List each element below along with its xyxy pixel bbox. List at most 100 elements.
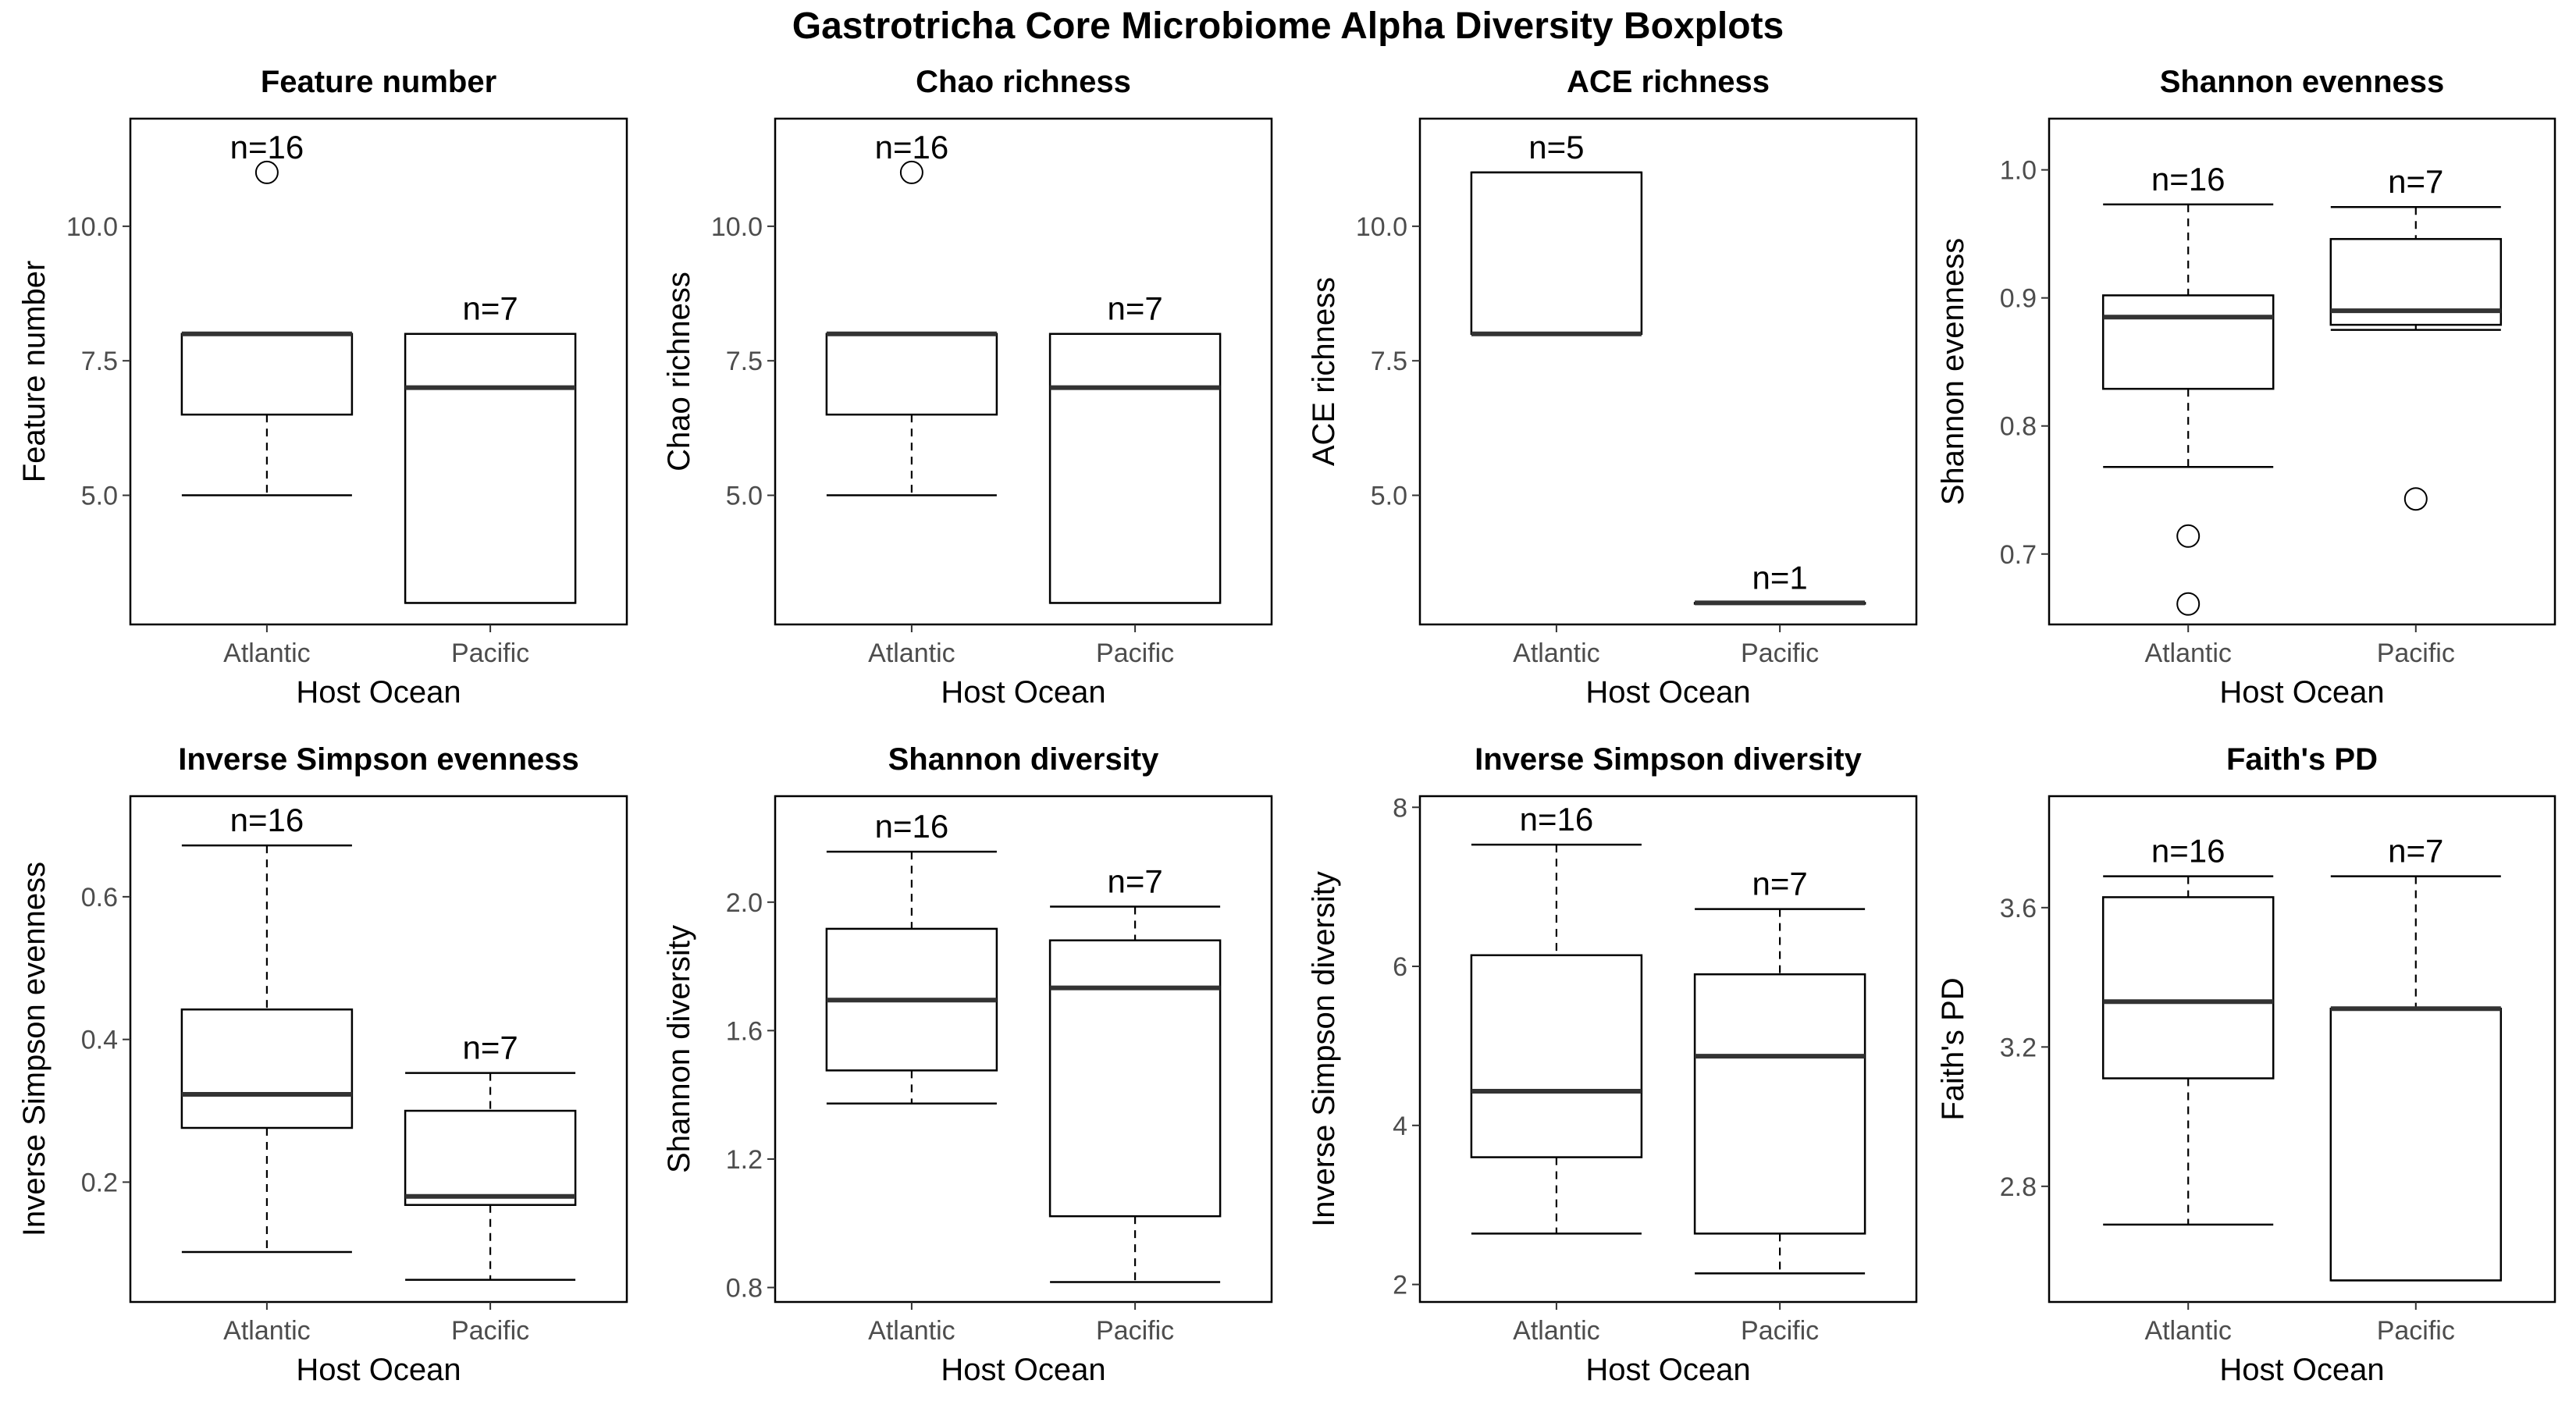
box-atlantic: n=16: [180, 802, 354, 1254]
panel-6: Shannon diversity 0.8 1.2 1.6 2.0 Shannon div…: [662, 742, 1273, 1387]
x-tick-label: Atlantic: [1513, 1316, 1600, 1346]
y-tick-label: 2.8: [2000, 1172, 2037, 1202]
panel-title: Shannon evenness: [2160, 65, 2445, 99]
panel-title: Feature number: [261, 65, 496, 99]
outlier-point: [254, 160, 279, 184]
panel-title: Inverse Simpson evenness: [178, 742, 579, 777]
box-pacific: n=7: [1693, 866, 1866, 1275]
sample-size-label: n=16: [875, 129, 949, 165]
iqr-box: [180, 333, 354, 416]
y-tick-label: 0.8: [2000, 412, 2037, 442]
sample-size-label: n=7: [2388, 833, 2443, 870]
panel-title: Chao richness: [916, 65, 1131, 99]
box-pacific: n=7: [404, 290, 577, 604]
sample-size-label: n=16: [2151, 161, 2226, 197]
panel-3: ACE richness 5.0 7.5 10.0 ACE richness Atlant…: [1307, 65, 1918, 710]
box-atlantic: n=16: [2101, 833, 2275, 1226]
x-axis-title: Host Ocean: [941, 675, 1105, 710]
x-tick-label: Pacific: [1096, 1316, 1174, 1346]
iqr-box: [1048, 939, 1222, 1218]
sample-size-label: n=7: [2388, 163, 2443, 200]
plot-frame: [1418, 117, 1918, 626]
y-tick-label: 5.0: [1371, 482, 1407, 511]
x-tick-label: Pacific: [1096, 638, 1174, 668]
sample-size-label: n=7: [462, 1030, 518, 1066]
iqr-box: [1470, 171, 1643, 335]
plot-frame: [129, 117, 628, 626]
outlier-point: [899, 160, 923, 184]
y-axis-title: Inverse Simpson evenness: [17, 862, 52, 1236]
y-tick-label: 5.0: [81, 482, 118, 511]
x-tick-label: Pacific: [451, 1316, 529, 1346]
x-axis-title: Host Ocean: [296, 675, 461, 710]
box-pacific: n=1: [1693, 559, 1866, 606]
y-axis-title: Feature number: [17, 261, 52, 483]
y-tick-label: 2: [1393, 1271, 1407, 1300]
y-tick-label: 6: [1393, 952, 1407, 982]
outlier-point: [2403, 487, 2428, 511]
y-tick-label: 0.8: [726, 1273, 763, 1303]
iqr-box: [404, 1109, 577, 1206]
x-tick-label: Atlantic: [868, 1316, 955, 1346]
panel-title: Faith's PD: [2226, 742, 2378, 777]
y-tick-label: 5.0: [726, 482, 763, 511]
box-atlantic: n=16: [2101, 161, 2275, 616]
panel-7: Inverse Simpson diversity 2 4 6 8 Inverse Sim…: [1307, 742, 1918, 1387]
x-tick-label: Pacific: [2377, 638, 2455, 668]
x-tick-label: Atlantic: [223, 1316, 311, 1346]
y-tick-label: 4: [1393, 1112, 1407, 1141]
sample-size-label: n=16: [230, 802, 304, 838]
y-tick-label: 10.0: [1356, 212, 1407, 242]
y-axis-title: Faith's PD: [1936, 977, 1970, 1120]
outlier-point: [2176, 524, 2201, 548]
y-tick-label: 2.0: [726, 888, 763, 918]
plot-frame: [774, 795, 1273, 1304]
iqr-box: [2101, 896, 2275, 1080]
x-tick-label: Pacific: [1741, 638, 1819, 668]
y-tick-label: 0.4: [81, 1026, 118, 1055]
y-axis-title: Inverse Simpson diversity: [1307, 871, 1341, 1227]
y-tick-label: 10.0: [711, 212, 763, 242]
plot-frame: [774, 117, 1273, 626]
x-tick-label: Atlantic: [2144, 1316, 2232, 1346]
y-tick-label: 7.5: [1371, 347, 1407, 376]
sample-size-label: n=7: [462, 290, 518, 327]
sample-size-label: n=7: [1752, 866, 1807, 902]
y-tick-label: 8: [1393, 793, 1407, 823]
y-tick-label: 1.0: [2000, 156, 2037, 186]
box-pacific: n=7: [1048, 863, 1222, 1283]
panel-5: Inverse Simpson evenness 0.2 0.4 0.6 Inverse…: [17, 742, 628, 1387]
y-axis-title: ACE richness: [1307, 277, 1341, 466]
sample-size-label: n=16: [2151, 833, 2226, 870]
iqr-box: [1048, 333, 1222, 604]
plot-frame: [2048, 117, 2556, 626]
x-tick-label: Atlantic: [223, 638, 311, 668]
x-axis-title: Host Ocean: [1585, 675, 1750, 710]
y-axis-title: Shannon evenness: [1936, 238, 1970, 506]
y-tick-label: 0.7: [2000, 540, 2037, 570]
box-atlantic: n=5: [1470, 129, 1643, 336]
box-atlantic: n=16: [825, 129, 998, 496]
x-tick-label: Atlantic: [1513, 638, 1600, 668]
panel-title: Shannon diversity: [888, 742, 1159, 777]
plot-frame: [129, 795, 628, 1304]
iqr-box: [1693, 973, 1866, 1235]
x-tick-label: Pacific: [2377, 1316, 2455, 1346]
x-axis-title: Host Ocean: [1585, 1353, 1750, 1387]
outlier-point: [2176, 592, 2201, 616]
panel-4: Shannon evenness 0.7 0.8 0.9 1.0 Shannon even…: [1936, 65, 2556, 710]
sample-size-label: n=5: [1528, 129, 1584, 165]
y-tick-label: 0.9: [2000, 284, 2037, 314]
x-axis-title: Host Ocean: [2219, 1353, 2384, 1387]
panel-2: Chao richness 5.0 7.5 10.0 Chao richness Atla…: [662, 65, 1273, 710]
x-tick-label: Atlantic: [2144, 638, 2232, 668]
y-tick-label: 7.5: [81, 347, 118, 376]
y-tick-label: 0.2: [81, 1168, 118, 1197]
panel-title: ACE richness: [1567, 65, 1770, 99]
plot-frame: [2048, 795, 2556, 1304]
y-tick-label: 10.0: [66, 212, 118, 242]
x-tick-label: Pacific: [451, 638, 529, 668]
sample-size-label: n=7: [1107, 290, 1162, 327]
